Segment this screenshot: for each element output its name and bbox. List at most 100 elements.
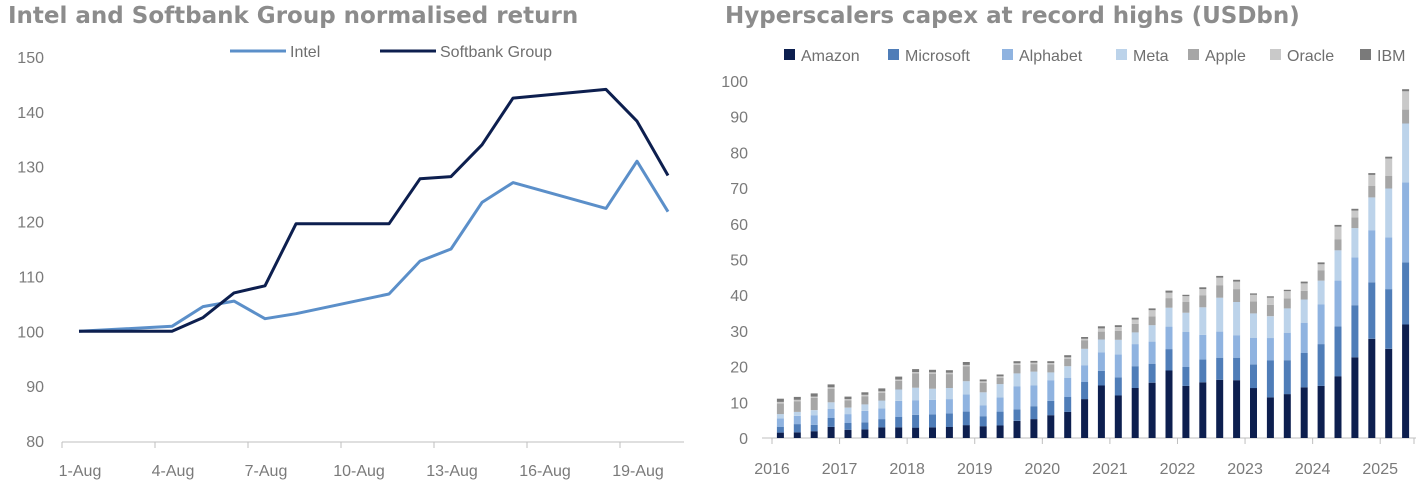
legend-label: Microsoft	[905, 48, 970, 65]
y-tick-label: 120	[17, 215, 44, 232]
bar-segment-microsoft	[962, 411, 970, 426]
bar-segment-microsoft	[1283, 360, 1291, 395]
bar-segment-apple	[827, 388, 835, 403]
bar-segment-alphabet	[929, 399, 936, 415]
bar-segment-alphabet	[810, 415, 818, 425]
bar-segment-microsoft	[912, 414, 920, 428]
bar-segment-microsoft	[1266, 360, 1274, 398]
bar-segment-apple	[1013, 364, 1021, 374]
bar-segment-amazon	[1250, 388, 1257, 438]
bar-segment-ibm	[1300, 281, 1308, 284]
bar-segment-oracle	[810, 396, 818, 398]
bar-segment-meta	[1097, 339, 1105, 353]
bar-segment-meta	[1165, 307, 1173, 327]
bar-segment-apple	[844, 400, 852, 408]
bar-segment-meta	[895, 389, 903, 401]
bar-segment-amazon	[861, 429, 869, 438]
bar-segment-ibm	[776, 398, 784, 402]
y-tick-label: 100	[721, 74, 748, 91]
bar-segment-ibm	[878, 388, 886, 392]
x-tick-label: 7-Aug	[245, 463, 288, 480]
bar-segment-alphabet	[1013, 386, 1021, 410]
bar-segment-meta	[929, 388, 936, 400]
y-tick-label: 40	[730, 288, 748, 305]
legend-swatch-alphabet	[1002, 49, 1013, 60]
bar-segment-alphabet	[793, 415, 801, 425]
bar-segment-alphabet	[1165, 326, 1173, 350]
bar-segment-meta	[793, 411, 801, 416]
bar-segment-meta	[1114, 339, 1122, 355]
bar-segment-alphabet	[1148, 341, 1156, 364]
y-tick-label: 60	[730, 217, 748, 234]
bar-segment-alphabet	[1250, 338, 1257, 365]
bar-segment-ibm	[861, 392, 869, 395]
bar-segment-apple	[1199, 295, 1207, 308]
bar-segment-apple	[912, 373, 920, 388]
bar-segment-meta	[810, 410, 818, 416]
legend-swatch-apple	[1188, 49, 1199, 60]
y-tick-label: 150	[17, 50, 44, 67]
bar-segment-amazon	[979, 426, 987, 438]
bar-segment-meta	[979, 392, 987, 406]
bar-segment-ibm	[1266, 296, 1274, 298]
bar-segment-apple	[929, 373, 936, 389]
bar-segment-alphabet	[1317, 304, 1325, 345]
x-tick-label: 2019	[957, 461, 993, 478]
bar-segment-amazon	[1199, 382, 1207, 438]
bar-segment-ibm	[1030, 360, 1038, 363]
bar-segment-oracle	[1402, 91, 1410, 110]
bar-segment-amazon	[1266, 397, 1274, 438]
bar-segment-oracle	[1114, 327, 1122, 331]
bar-segment-meta	[1250, 313, 1257, 338]
bar-segment-apple	[1030, 364, 1038, 372]
bar-segment-apple	[1148, 316, 1156, 326]
bar-segment-meta	[1131, 332, 1139, 345]
bar-segment-oracle	[1064, 357, 1072, 359]
bar-segment-apple	[1334, 239, 1342, 251]
bar-segment-amazon	[1385, 348, 1393, 439]
bar-segment-alphabet	[1385, 237, 1393, 290]
bar-segment-amazon	[895, 427, 903, 438]
bar-segment-alphabet	[895, 400, 903, 417]
bar-segment-amazon	[1402, 324, 1410, 438]
bar-segment-meta	[1064, 366, 1072, 378]
bar-segment-apple	[945, 374, 953, 388]
y-tick-label: 110	[18, 269, 44, 286]
legend-swatch-meta	[1116, 49, 1127, 60]
bar-segment-microsoft	[1030, 406, 1038, 420]
y-tick-label: 10	[730, 395, 748, 412]
bar-segment-meta	[1233, 302, 1241, 336]
bar-segment-amazon	[1300, 387, 1308, 438]
bar-segment-ibm	[1402, 89, 1410, 92]
bar-segment-amazon	[1097, 385, 1105, 438]
bar-chart-svg: 0 10 20 30 40 50 60 70 80 90 100 2016 2017 2018 2019 20…	[721, 48, 1416, 478]
y-tick-label: 50	[730, 253, 748, 270]
bar-segment-microsoft	[1013, 409, 1021, 421]
bar-segment-apple	[1385, 176, 1393, 189]
bar-segment-meta	[844, 407, 852, 415]
bar-segment-microsoft	[1182, 367, 1190, 386]
bar-segment-ibm	[1081, 337, 1089, 339]
y-tick-label: 80	[730, 145, 748, 162]
bar-segment-microsoft	[1165, 349, 1173, 371]
bar-segment-microsoft	[1114, 377, 1122, 396]
bar-segment-ibm	[1385, 156, 1393, 159]
bar-segment-apple	[1233, 289, 1241, 302]
bar-segment-apple	[895, 380, 903, 390]
bar-segment-oracle	[979, 381, 987, 383]
bar-segment-oracle	[1182, 296, 1190, 302]
bar-segment-apple	[1047, 364, 1055, 373]
bar-segment-alphabet	[827, 408, 835, 418]
bar-segment-oracle	[1233, 281, 1241, 290]
bar-segment-ibm	[979, 379, 987, 382]
bar-segment-ibm	[1283, 289, 1291, 292]
bar-segment-apple	[979, 382, 987, 393]
bar-segment-meta	[945, 388, 953, 400]
bar-segment-ibm	[1216, 275, 1224, 278]
legend-swatch-oracle	[1270, 49, 1281, 60]
legend-label: Oracle	[1287, 48, 1334, 65]
bar-segment-ibm	[1097, 326, 1105, 329]
bar-segment-amazon	[776, 432, 784, 438]
x-tick-label: 2022	[1160, 461, 1196, 478]
bar-segment-amazon	[1013, 420, 1021, 438]
